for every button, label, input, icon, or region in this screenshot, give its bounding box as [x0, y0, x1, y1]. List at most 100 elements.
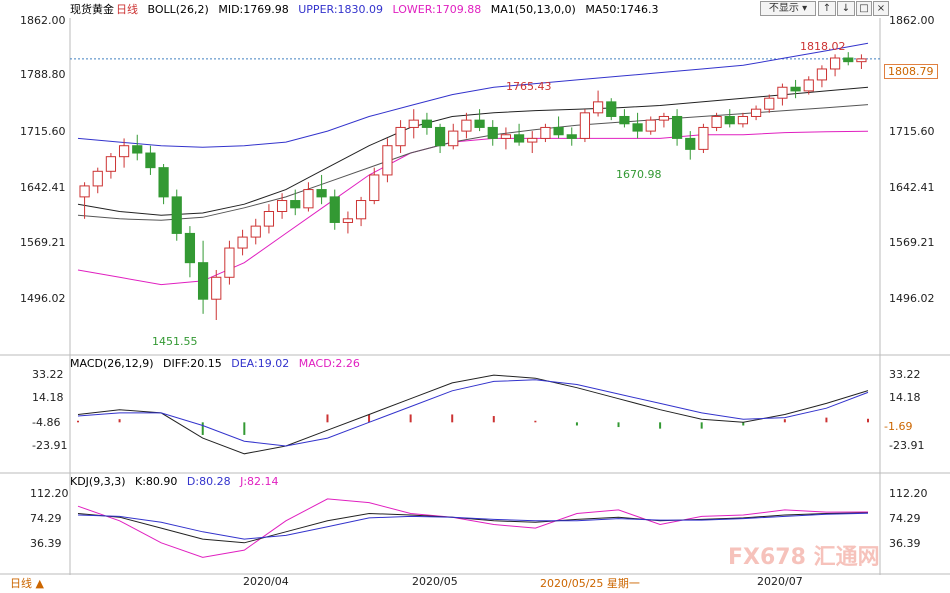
arrow-down-icon: ↓ [841, 3, 851, 14]
macd-current-label: -1.69 [884, 420, 913, 433]
symbol-name: 现货黄金 [70, 3, 114, 16]
candle-body [448, 130, 459, 147]
candle-body [211, 276, 222, 300]
candle-body [263, 210, 275, 227]
candle-body [105, 156, 117, 172]
candle-body [619, 115, 630, 125]
kdj-tick-left: 112.20 [30, 487, 69, 500]
macd-label: MACD(26,12,9) [70, 357, 154, 370]
candle-body [803, 79, 814, 92]
arrow-up-icon: ↑ [822, 3, 832, 14]
period-select-button[interactable]: 日线 ▲ [0, 575, 70, 593]
candle-body [342, 218, 354, 223]
macd-tick: 14.18 [889, 391, 921, 404]
candle-body [566, 134, 577, 139]
macd-dea-line [77, 379, 869, 447]
candle-body [724, 115, 735, 125]
candle-body [224, 247, 235, 278]
candle-body [158, 167, 169, 198]
candle-body [671, 115, 683, 139]
price-tick-left: 1788.80 [20, 68, 66, 81]
candle-body [237, 236, 248, 249]
candle-body [632, 123, 643, 132]
price-tick: 1715.60 [889, 125, 935, 138]
candle-body [290, 200, 301, 209]
candle-body [711, 115, 722, 128]
period-select-label: 日线 [10, 577, 32, 590]
candle-body [118, 145, 130, 158]
low-annotation: 1451.55 [152, 335, 198, 348]
candle-body [355, 200, 367, 220]
macd-panel-header: MACD(26,12,9) DIFF:20.15 DEA:19.02 MACD:… [70, 357, 366, 371]
candle-body [171, 196, 182, 234]
high-annotation: 1765.43 [506, 80, 552, 93]
price-tick-left: 1862.00 [20, 14, 66, 27]
price-tick-left: 1496.02 [20, 292, 66, 305]
price-tick-left: 1715.60 [20, 125, 66, 138]
candle-body [540, 126, 551, 139]
candle-body [79, 185, 90, 198]
macd-tick-left: -23.91 [32, 439, 68, 452]
candle-body [777, 86, 788, 99]
candle-body [132, 145, 143, 154]
candle-body [658, 115, 670, 121]
macd-dea: DEA:19.02 [231, 357, 290, 370]
macd-diff: DIFF:20.15 [163, 357, 222, 370]
candle-body [764, 97, 775, 110]
ma50-line [77, 104, 869, 221]
close-icon: × [876, 3, 886, 14]
triangle-up-icon: ▲ [35, 577, 44, 590]
kdj-k: K:80.90 [135, 475, 178, 488]
candle-body [434, 126, 446, 147]
boll-upper-line [77, 42, 869, 148]
candle-body [145, 152, 156, 169]
display-toggle-button[interactable]: 不显示 ▾ [760, 1, 816, 16]
candle-body [329, 196, 340, 223]
candle-body [92, 170, 103, 187]
kdj-label: KDJ(9,3,3) [70, 475, 126, 488]
candle-body [790, 86, 801, 92]
move-up-button[interactable]: ↑ [818, 1, 836, 16]
candle-body [513, 134, 525, 143]
candle-body [843, 57, 854, 63]
candle-body [527, 137, 538, 143]
high-annotation: 1818.02 [800, 40, 846, 53]
price-tick: 1642.41 [889, 181, 935, 194]
candle-body [382, 145, 393, 176]
move-down-button[interactable]: ↓ [837, 1, 855, 16]
maximize-button[interactable]: □ [856, 1, 872, 16]
macd-value: MACD:2.26 [298, 357, 360, 370]
current-price-label: 1808.79 [884, 64, 938, 79]
period-label: 日线 [116, 3, 138, 16]
candle-body [408, 119, 419, 128]
x-tick: 2020/04 [243, 575, 289, 588]
low-annotation: 1670.98 [616, 168, 662, 181]
kdj-tick: 36.39 [889, 537, 921, 550]
close-button[interactable]: × [873, 1, 889, 16]
price-panel-header: 现货黄金 日线 BOLL(26,2) MID:1769.98 UPPER:1830… [70, 3, 665, 17]
ma50-value: MA50:1746.3 [585, 3, 659, 16]
candle-body [737, 115, 749, 125]
kdj-tick-left: 74.29 [30, 512, 62, 525]
macd-tick: -23.91 [889, 439, 925, 452]
candle-body [553, 126, 564, 136]
boll-label: BOLL(26,2) [147, 3, 209, 16]
candle-body [250, 225, 261, 238]
price-tick-left: 1642.41 [20, 181, 66, 194]
macd-tick: 33.22 [889, 368, 921, 381]
kdj-tick: 74.29 [889, 512, 921, 525]
candle-body [750, 108, 762, 117]
kdj-k-line [77, 512, 869, 544]
boll-upper: UPPER:1830.09 [298, 3, 384, 16]
kdj-j: J:82.14 [240, 475, 279, 488]
price-tick: 1569.21 [889, 236, 935, 249]
macd-tick-left: 33.22 [32, 368, 64, 381]
watermark-logo: FX678 汇通网 [728, 545, 880, 570]
candle-body [276, 200, 288, 212]
candle-body [184, 232, 196, 264]
candle-body [197, 262, 209, 300]
kdj-tick-left: 36.39 [30, 537, 62, 550]
ma-label: MA1(50,13,0,0) [490, 3, 576, 16]
kdj-tick: 112.20 [889, 487, 928, 500]
